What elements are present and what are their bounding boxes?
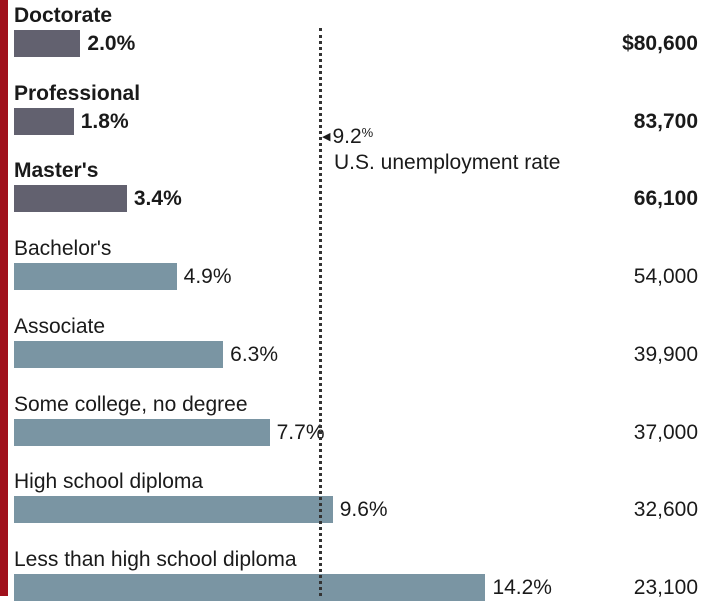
reference-label: U.S. unemployment rate <box>334 151 561 174</box>
bar <box>14 185 127 213</box>
value-label: 1.8% <box>80 109 129 133</box>
category-label: Bachelor's <box>14 237 112 261</box>
value-label: 4.9% <box>183 265 232 289</box>
earnings-label: 39,900 <box>633 342 698 366</box>
bar <box>14 30 81 57</box>
category-label: Professional <box>14 81 141 105</box>
category-label: High school diploma <box>14 470 204 494</box>
bar <box>14 340 224 368</box>
reference-unit: % <box>361 125 374 140</box>
category-label: Master's <box>14 159 99 183</box>
bar <box>14 107 74 135</box>
value-label: 14.2% <box>492 575 552 599</box>
earnings-label: 37,000 <box>633 420 698 444</box>
value-label: 2.0% <box>87 32 136 55</box>
earnings-label: 54,000 <box>633 265 698 289</box>
earnings-label: 83,700 <box>633 109 698 133</box>
bar <box>14 418 270 446</box>
value-label: 9.6% <box>339 498 388 522</box>
value-label: 6.3% <box>230 342 279 366</box>
earnings-label: 23,100 <box>633 575 698 599</box>
earnings-label: 66,100 <box>633 187 698 211</box>
value-label: 7.7% <box>276 420 325 444</box>
earnings-label: $80,600 <box>622 32 698 55</box>
value-label: 3.4% <box>133 187 182 211</box>
left-arrow-icon: ◀ <box>322 131 331 143</box>
category-label: Associate <box>14 314 106 338</box>
category-label: Doctorate <box>14 4 113 27</box>
earnings-label: 32,600 <box>633 498 698 522</box>
category-label: Less than high school diploma <box>14 547 297 571</box>
reference-value: 9.2 <box>332 125 362 148</box>
reference-annotation: ◀9.2% U.S. unemployment rate <box>322 120 560 176</box>
bar <box>14 263 177 291</box>
bar <box>14 573 486 601</box>
reference-line <box>319 28 323 596</box>
category-label: Some college, no degree <box>14 392 248 416</box>
left-accent-bar <box>0 0 8 596</box>
bar <box>14 496 333 524</box>
